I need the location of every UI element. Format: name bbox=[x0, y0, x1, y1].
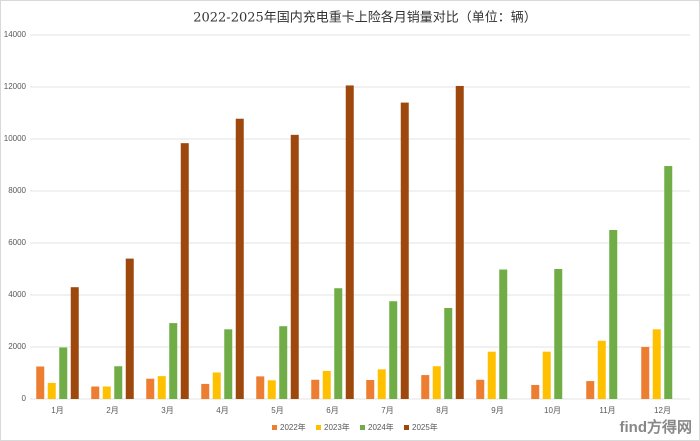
bar bbox=[499, 269, 508, 399]
bar bbox=[487, 351, 496, 399]
x-tick-label: 9月 bbox=[491, 406, 503, 415]
bar bbox=[609, 230, 618, 399]
bar bbox=[444, 308, 453, 399]
x-tick-label: 11月 bbox=[599, 406, 615, 415]
bar bbox=[586, 381, 595, 399]
bar bbox=[256, 376, 265, 399]
legend-label: 2024年 bbox=[368, 422, 394, 432]
legend-label: 2025年 bbox=[412, 422, 438, 432]
legend-swatch bbox=[404, 425, 409, 430]
bar bbox=[267, 380, 276, 399]
bar bbox=[279, 326, 288, 399]
bar bbox=[377, 369, 386, 399]
x-tick-label: 4月 bbox=[216, 406, 228, 415]
bar bbox=[455, 85, 464, 400]
y-tick-label: 12000 bbox=[4, 82, 27, 91]
legend-label: 2022年 bbox=[280, 422, 306, 432]
chart-title: 2022-2025年国内充电重卡上险各月销量对比（单位：辆） bbox=[193, 10, 537, 26]
bar bbox=[542, 351, 551, 399]
bar bbox=[389, 301, 398, 399]
x-tick-label: 7月 bbox=[381, 406, 393, 415]
bar bbox=[169, 323, 178, 399]
x-tick-label: 3月 bbox=[161, 406, 173, 415]
y-tick-label: 6000 bbox=[8, 238, 26, 247]
watermark: find方得网 bbox=[620, 418, 693, 436]
bar bbox=[432, 366, 441, 399]
legend-label: 2023年 bbox=[324, 422, 350, 432]
bar bbox=[531, 384, 540, 399]
x-tick-label: 8月 bbox=[436, 406, 448, 415]
bar bbox=[59, 347, 68, 399]
bar bbox=[201, 383, 210, 399]
legend-swatch bbox=[360, 425, 365, 430]
bar bbox=[180, 143, 189, 399]
x-tick-label: 2月 bbox=[106, 406, 118, 415]
bar bbox=[652, 329, 661, 399]
bar bbox=[664, 166, 673, 399]
x-tick-label: 12月 bbox=[654, 406, 671, 415]
bar bbox=[125, 258, 134, 399]
y-tick-label: 8000 bbox=[8, 186, 26, 195]
bar bbox=[114, 366, 123, 399]
bar bbox=[70, 287, 79, 399]
bar bbox=[641, 347, 650, 399]
x-tick-label: 10月 bbox=[544, 406, 561, 415]
bar bbox=[311, 379, 320, 399]
bar bbox=[47, 382, 56, 399]
legend-swatch bbox=[272, 425, 277, 430]
bar bbox=[554, 269, 563, 399]
bar bbox=[36, 366, 45, 399]
bar bbox=[597, 340, 606, 399]
y-tick-label: 4000 bbox=[8, 290, 26, 299]
x-tick-label: 5月 bbox=[271, 406, 283, 415]
y-tick-label: 14000 bbox=[4, 30, 27, 39]
legend-swatch bbox=[316, 425, 321, 430]
y-tick-label: 10000 bbox=[4, 134, 27, 143]
bar bbox=[212, 372, 221, 399]
bar bbox=[345, 85, 354, 399]
bar bbox=[290, 134, 299, 399]
x-tick-label: 6月 bbox=[326, 406, 338, 415]
bar bbox=[157, 376, 166, 399]
bar bbox=[366, 380, 375, 399]
bar bbox=[322, 370, 331, 399]
bar bbox=[146, 378, 155, 399]
y-tick-label: 2000 bbox=[8, 342, 26, 351]
bar bbox=[421, 375, 430, 399]
bar bbox=[476, 379, 485, 399]
bar bbox=[224, 329, 233, 399]
y-tick-label: 0 bbox=[22, 394, 27, 403]
bar bbox=[235, 118, 244, 399]
bar bbox=[91, 386, 100, 399]
x-tick-label: 1月 bbox=[51, 406, 63, 415]
bar bbox=[334, 288, 343, 399]
bar bbox=[102, 386, 111, 399]
bar bbox=[400, 102, 409, 399]
